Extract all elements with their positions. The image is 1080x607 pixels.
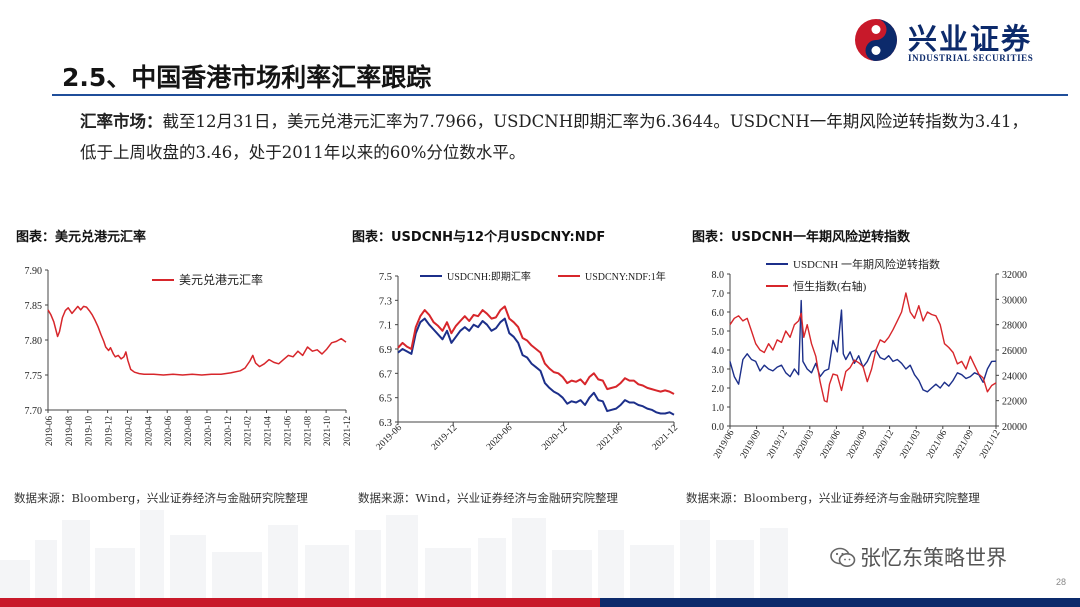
c1-xtick-label: 2021-10: [322, 416, 332, 446]
c3-ytick-label: 0.0: [712, 422, 725, 433]
c1-xtick-label: 2020-02: [123, 416, 133, 446]
chart2-caption: 图表：USDCNH与12个月USDCNY:NDF: [352, 230, 606, 245]
footer-blue-bar: [600, 598, 1080, 607]
c3-series-2-line: [729, 292, 997, 403]
c1-ytick-label: 7.80: [25, 336, 43, 347]
c2-ytick-label: 6.9: [379, 345, 392, 356]
c2-xtick-label: 2021-12: [651, 423, 681, 453]
page-title: 2.5、中国香港市场利率汇率跟踪: [62, 63, 432, 92]
c1-series-1-line: [47, 305, 347, 376]
watermark-text: 张忆东策略世界: [860, 546, 1007, 570]
c2-xtick-label: 2020-06: [485, 423, 515, 453]
c2-xtick-label: 2020-12: [540, 423, 570, 453]
c1-xtick-label: 2021-08: [302, 416, 312, 446]
c3-xtick-label: 2020/06: [819, 428, 843, 460]
c1-ytick-label: 7.90: [25, 266, 43, 277]
c3-y2tick-label: 32000: [1002, 270, 1027, 281]
title-divider: [52, 94, 1068, 96]
c3-y2tick-label: 24000: [1002, 371, 1027, 382]
c3-xtick-label: 2020/12: [872, 428, 896, 460]
c1-xtick-label: 2019-12: [104, 416, 114, 446]
c3-xtick-label: 2020/03: [792, 428, 816, 460]
c2-series-1-line: [397, 317, 675, 416]
c3-xtick-label: 2020/09: [845, 428, 869, 460]
hkd-exchange-rate-chart: 7.70 7.75 7.80 7.85 7.90 2019-06 2019-08 2019-1…: [25, 266, 353, 446]
c2-ytick-label: 6.5: [379, 394, 392, 405]
c1-xtick-label: 2020-04: [143, 416, 153, 446]
summary-paragraph: 汇率市场：截至12月31日，美元兑港元汇率为7.7966，USDCNH即期汇率为…: [80, 106, 1030, 168]
c2-legend-label-2: USDCNY:NDF:1年: [585, 270, 666, 283]
c3-legend-label-1: USDCNH 一年期风险逆转指数: [793, 257, 940, 271]
c3-ytick-label: 2.0: [712, 384, 725, 395]
c3-legend-label-2: 恒生指数(右轴): [793, 279, 867, 293]
c1-ytick-label: 7.70: [25, 406, 43, 417]
c1-xtick-label: 2021-02: [243, 416, 253, 446]
c3-y2tick-label: 30000: [1002, 295, 1027, 306]
c3-y2tick-label: 26000: [1002, 346, 1027, 357]
c2-ytick-label: 7.5: [379, 272, 392, 283]
c3-ytick-label: 4.0: [712, 346, 725, 357]
c3-xtick-label: 2021/09: [952, 428, 976, 460]
logo-chinese-name: 兴业证券: [908, 22, 1033, 56]
risk-reversal-chart: 0.0 1.0 2.0 3.0 4.0 5.0 6.0 7.0 8.0 20000 22000 240…: [712, 257, 1028, 460]
c2-series-2-line: [397, 305, 675, 395]
c1-xtick-label: 2019-08: [64, 416, 74, 446]
wechat-icon: [830, 547, 856, 567]
c1-ytick-label: 7.75: [25, 371, 43, 382]
c2-legend-label-1: USDCNH:即期汇率: [447, 270, 531, 283]
c3-xtick-label: 2021/03: [899, 428, 923, 460]
c2-ytick-label: 6.3: [379, 418, 392, 429]
c3-xtick-label: 2019/09: [739, 428, 763, 460]
c1-xtick-label: 2019-10: [84, 416, 94, 446]
c2-ytick-label: 6.7: [379, 369, 392, 380]
footer-red-bar: [0, 598, 600, 607]
c1-xtick-label: 2021-12: [342, 416, 352, 446]
c3-xtick-label: 2019/12: [766, 428, 790, 460]
c2-xtick-label: 2021-06: [595, 423, 625, 453]
c3-ytick-label: 1.0: [712, 403, 725, 414]
c3-ytick-label: 5.0: [712, 327, 725, 338]
c3-series-1-line: [729, 299, 997, 393]
logo-swirl-icon: [855, 19, 897, 61]
c3-ytick-label: 7.0: [712, 289, 725, 300]
c1-xtick-label: 2020-08: [183, 416, 193, 446]
logo-english-name: INDUSTRIAL SECURITIES: [908, 53, 1034, 63]
c3-y2tick-label: 22000: [1002, 397, 1027, 408]
chart3-caption: 图表：USDCNH一年期风险逆转指数: [692, 230, 911, 245]
c1-xtick-label: 2021-06: [282, 416, 292, 446]
c1-xtick-label: 2021-04: [263, 416, 273, 446]
c1-xtick-label: 2020-12: [223, 416, 233, 446]
c2-xtick-label: 2019-12: [430, 423, 460, 453]
c1-ytick-label: 7.85: [25, 301, 43, 312]
chart2-source: 数据来源：Wind，兴业证券经济与金融研究院整理: [358, 491, 619, 505]
c2-ytick-label: 7.1: [379, 321, 392, 332]
c3-y2tick-label: 20000: [1002, 422, 1027, 433]
c3-xtick-label: 2019/06: [712, 428, 736, 460]
c3-ytick-label: 8.0: [712, 270, 725, 281]
summary-text: 截至12月31日，美元兑港元汇率为7.7966，USDCNH即期汇率为6.364…: [80, 112, 1028, 162]
c1-xtick-label: 2020-10: [203, 416, 213, 446]
c3-y2tick-label: 28000: [1002, 321, 1027, 332]
wechat-watermark: 张忆东策略世界: [830, 542, 1007, 572]
summary-label: 汇率市场：: [80, 112, 163, 131]
c1-xtick-label: 2020-06: [163, 416, 173, 446]
c3-ytick-label: 6.0: [712, 308, 725, 319]
c1-xtick-label: 2019-06: [44, 416, 54, 446]
brand-logo: 兴业证券 INDUSTRIAL SECURITIES: [852, 16, 1064, 66]
c3-ytick-label: 3.0: [712, 365, 725, 376]
chart1-source: 数据来源：Bloomberg，兴业证券经济与金融研究院整理: [14, 491, 308, 505]
c2-ytick-label: 7.3: [379, 296, 392, 307]
c3-xtick-label: 2021/12: [978, 428, 1002, 460]
c3-xtick-label: 2021/06: [925, 428, 949, 460]
chart1-caption: 图表：美元兑港元汇率: [16, 230, 147, 245]
c1-legend-label-1: 美元兑港元汇率: [179, 272, 263, 287]
page-number: 28: [1055, 577, 1066, 587]
chart3-source: 数据来源：Bloomberg，兴业证券经济与金融研究院整理: [686, 491, 980, 505]
